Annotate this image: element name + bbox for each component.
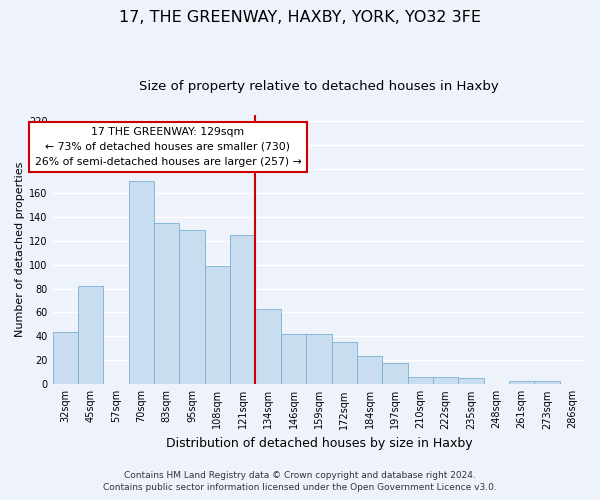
Bar bbox=[535, 380, 560, 384]
Bar bbox=[509, 380, 535, 384]
Bar bbox=[129, 181, 154, 384]
Bar bbox=[256, 309, 281, 384]
Bar bbox=[407, 377, 433, 384]
Text: Contains HM Land Registry data © Crown copyright and database right 2024.
Contai: Contains HM Land Registry data © Crown c… bbox=[103, 471, 497, 492]
Bar bbox=[332, 342, 357, 384]
Bar bbox=[179, 230, 205, 384]
Text: 17, THE GREENWAY, HAXBY, YORK, YO32 3FE: 17, THE GREENWAY, HAXBY, YORK, YO32 3FE bbox=[119, 10, 481, 25]
Bar bbox=[205, 266, 230, 384]
Bar bbox=[382, 363, 407, 384]
Y-axis label: Number of detached properties: Number of detached properties bbox=[15, 162, 25, 338]
Bar bbox=[78, 286, 103, 384]
Bar bbox=[433, 377, 458, 384]
Bar bbox=[306, 334, 332, 384]
Text: 17 THE GREENWAY: 129sqm
← 73% of detached houses are smaller (730)
26% of semi-d: 17 THE GREENWAY: 129sqm ← 73% of detache… bbox=[35, 127, 301, 166]
Title: Size of property relative to detached houses in Haxby: Size of property relative to detached ho… bbox=[139, 80, 499, 93]
Bar bbox=[53, 332, 78, 384]
X-axis label: Distribution of detached houses by size in Haxby: Distribution of detached houses by size … bbox=[166, 437, 472, 450]
Bar bbox=[281, 334, 306, 384]
Bar bbox=[230, 234, 256, 384]
Bar bbox=[458, 378, 484, 384]
Bar bbox=[357, 356, 382, 384]
Bar bbox=[154, 222, 179, 384]
